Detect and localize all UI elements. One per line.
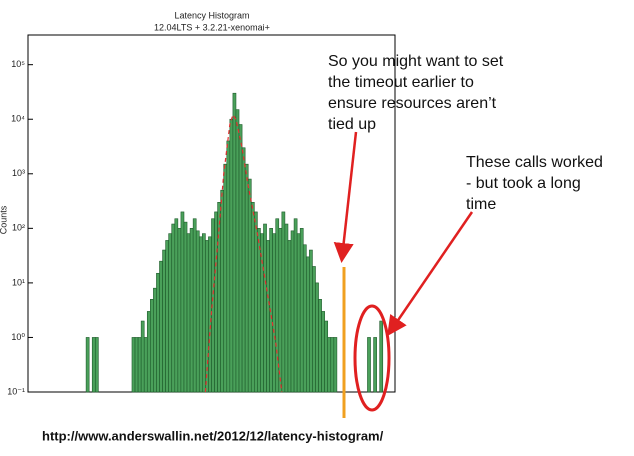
bar — [177, 228, 182, 393]
bar — [263, 223, 267, 393]
bar — [324, 320, 329, 393]
y-tick-label: 10² — [12, 223, 25, 233]
bar — [312, 266, 316, 393]
bar — [257, 228, 261, 393]
bar — [220, 189, 225, 393]
bar — [159, 260, 163, 393]
bar — [137, 337, 142, 393]
bar — [250, 202, 255, 393]
bar — [238, 124, 243, 393]
bar — [150, 299, 154, 393]
bar — [367, 337, 371, 393]
highlight-ellipse — [353, 304, 391, 412]
fit-curve — [204, 113, 283, 393]
bar — [315, 282, 319, 393]
marks — [85, 92, 384, 393]
bar — [85, 337, 90, 393]
arrow — [333, 131, 358, 263]
bar — [192, 218, 197, 393]
annotation: - but took a long — [466, 175, 581, 192]
bar — [232, 92, 237, 393]
bar — [143, 337, 148, 393]
bar — [131, 337, 136, 393]
bar — [306, 256, 310, 393]
y-axis-label: Counts — [0, 205, 8, 234]
bar — [235, 109, 240, 393]
y-tick-label: 10⁵ — [11, 59, 25, 69]
bar — [174, 218, 179, 393]
bar — [309, 249, 313, 393]
bar — [140, 320, 145, 393]
bar — [299, 228, 304, 393]
bar — [226, 140, 231, 393]
source-url: http://www.anderswallin.net/2012/12/late… — [42, 428, 384, 443]
bar — [195, 230, 200, 393]
bar — [241, 147, 246, 393]
bar — [134, 337, 139, 393]
bar — [186, 233, 191, 393]
bar — [91, 337, 96, 393]
bar — [296, 233, 301, 393]
bar — [153, 287, 157, 393]
bar — [180, 211, 185, 393]
chart-title: Latency Histogram — [174, 10, 249, 20]
bar — [266, 240, 270, 393]
bar — [254, 211, 258, 393]
bar — [165, 240, 169, 393]
y-tick-label: 10³ — [12, 168, 25, 178]
annotation: So you might want to set — [328, 53, 504, 70]
bar — [333, 337, 338, 393]
bar — [162, 249, 166, 393]
bar — [94, 337, 99, 393]
y-tick-label: 10¹ — [12, 277, 25, 287]
bar — [327, 337, 332, 393]
bar — [379, 320, 384, 393]
bar — [183, 221, 188, 393]
bar — [223, 163, 228, 393]
annotation: the timeout earlier to — [328, 74, 474, 91]
bar — [321, 311, 325, 393]
bar — [244, 163, 249, 393]
annotation: These calls worked — [466, 154, 603, 171]
bar — [284, 223, 289, 393]
chart-subtitle: 12.04LTS + 3.2.21-xenomai+ — [154, 22, 270, 32]
annotation: time — [466, 196, 496, 213]
bar — [168, 233, 173, 393]
y-tick-label: 10⁰ — [11, 332, 25, 342]
bar — [189, 228, 194, 393]
bar — [330, 337, 335, 393]
bar — [156, 272, 160, 393]
bar — [302, 244, 307, 393]
bar — [260, 233, 264, 393]
bar — [146, 311, 151, 393]
bar — [171, 223, 176, 393]
bar — [272, 233, 277, 393]
y-tick-label: 10⁴ — [11, 114, 25, 124]
bar — [214, 211, 218, 393]
y-tick-label: 10⁻¹ — [7, 386, 25, 396]
arrow — [387, 211, 474, 337]
bar — [287, 240, 292, 393]
bar — [202, 233, 206, 393]
annotation: ensure resources aren’t — [328, 95, 497, 112]
bar — [318, 299, 322, 393]
bar — [281, 211, 286, 393]
bar — [290, 230, 295, 393]
bar — [229, 118, 234, 393]
annotation: tied up — [328, 116, 376, 133]
bar — [198, 236, 203, 393]
bar — [373, 337, 377, 393]
bar — [293, 218, 298, 393]
bar — [278, 228, 283, 393]
bar — [247, 178, 252, 393]
